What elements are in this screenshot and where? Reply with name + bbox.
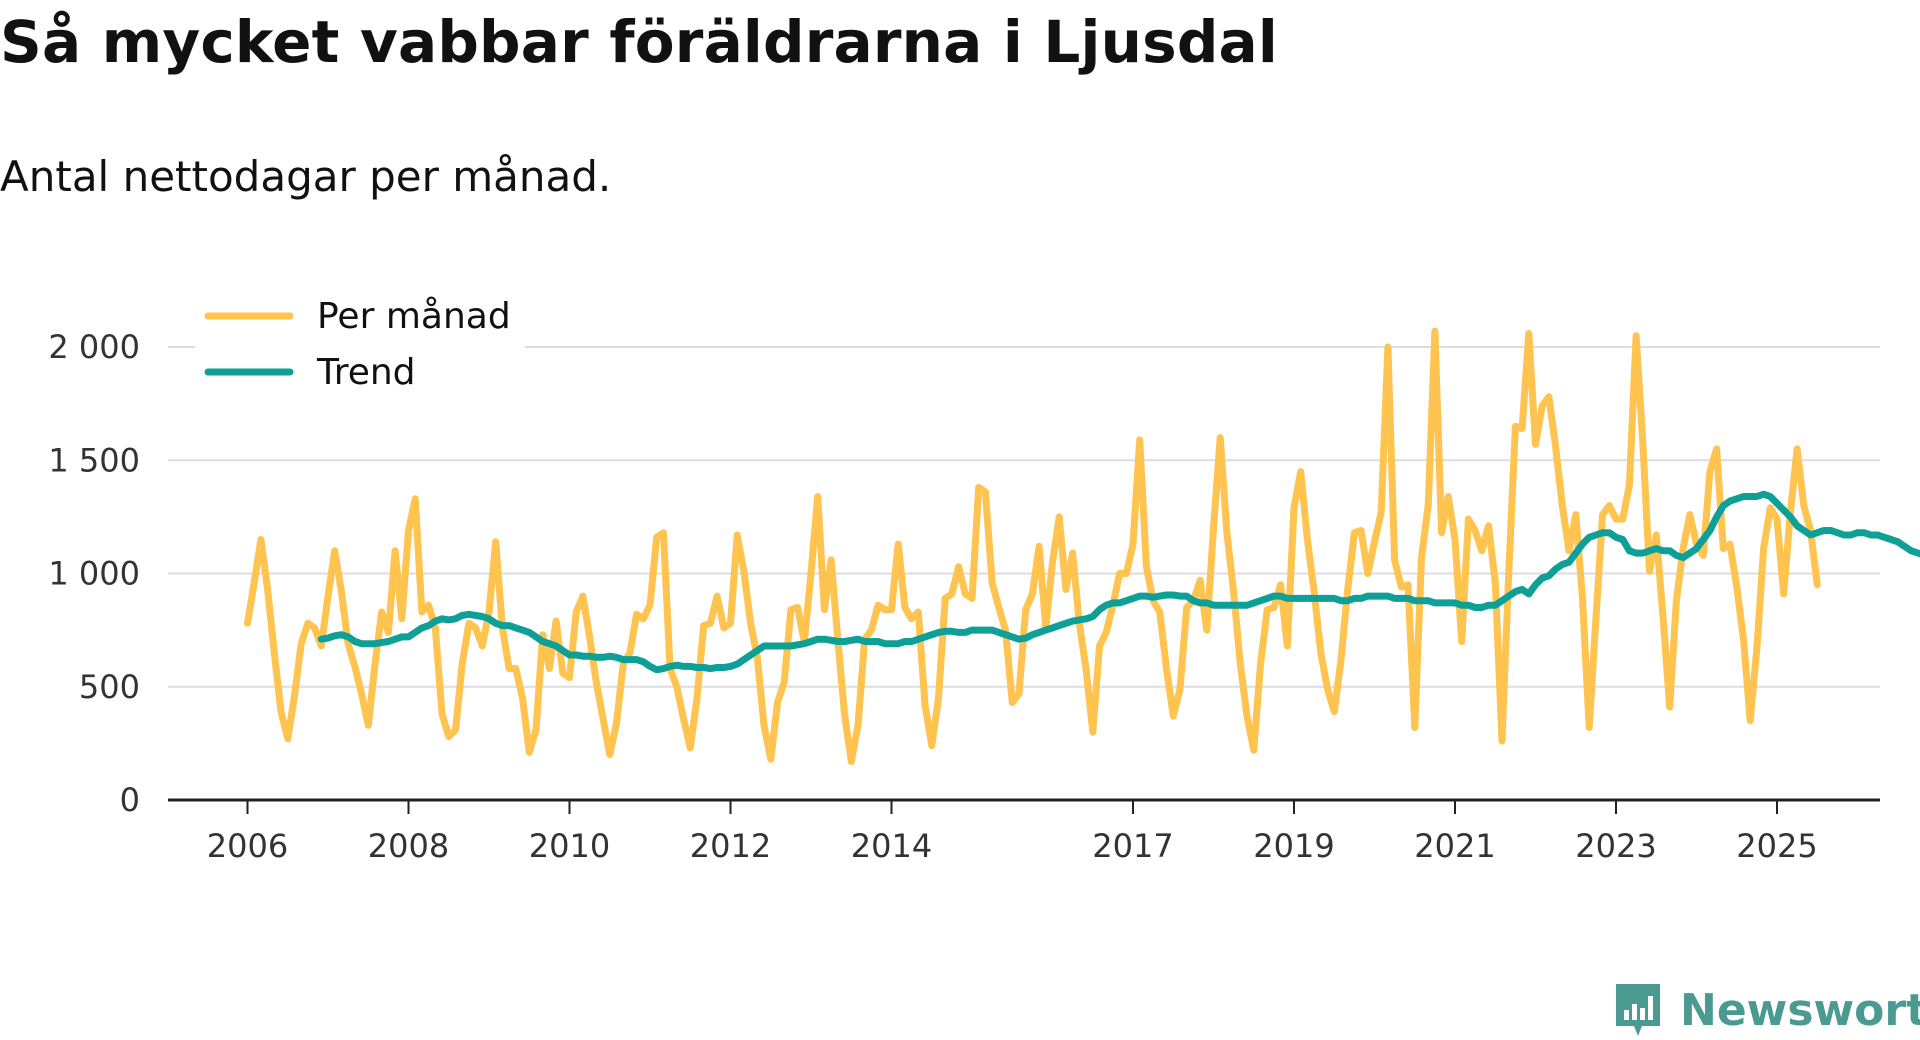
x-tick-label-2019: 2019 — [1253, 827, 1334, 865]
y-tick-label-0: 0 — [120, 781, 140, 819]
x-tick-label-2012: 2012 — [690, 827, 771, 865]
y-axis-ticks: 0 500 1 000 1 500 2 000 — [48, 328, 140, 819]
chart-subtitle: Antal nettodagar per månad. — [0, 152, 612, 201]
brand-name: Newsworthy — [1680, 984, 1920, 1036]
y-tick-label-500: 500 — [79, 668, 140, 706]
legend-label-trend: Trend — [316, 352, 416, 393]
x-tick-label-2023: 2023 — [1575, 827, 1656, 865]
x-axis: 2006 2008 2010 2012 2014 2017 2019 2021 2023 2025 — [168, 798, 1880, 865]
series-line-trend — [317, 490, 1920, 674]
x-tick-label-2025: 2025 — [1736, 827, 1817, 865]
newsworthy-logo: Newsworthy — [1612, 980, 1920, 1040]
chart-title: Så mycket vabbar föräldrarna i Ljusdal — [0, 8, 1278, 76]
newsworthy-logo-icon — [1616, 984, 1660, 1036]
x-tick-label-2021: 2021 — [1414, 827, 1495, 865]
y-tick-label-1000: 1 000 — [48, 555, 140, 593]
series-line-per-manad — [244, 327, 1821, 765]
x-tick-label-2017: 2017 — [1092, 827, 1173, 865]
x-tick-label-2008: 2008 — [368, 827, 449, 865]
y-tick-label-2000: 2 000 — [48, 328, 140, 366]
legend-label-per-manad: Per månad — [317, 296, 511, 337]
x-tick-label-2014: 2014 — [851, 827, 932, 865]
x-tick-label-2006: 2006 — [207, 827, 288, 865]
x-tick-label-2010: 2010 — [529, 827, 610, 865]
legend: Per månad Trend — [195, 292, 525, 393]
y-tick-label-1500: 1 500 — [48, 441, 140, 479]
series-lines — [244, 327, 1920, 765]
